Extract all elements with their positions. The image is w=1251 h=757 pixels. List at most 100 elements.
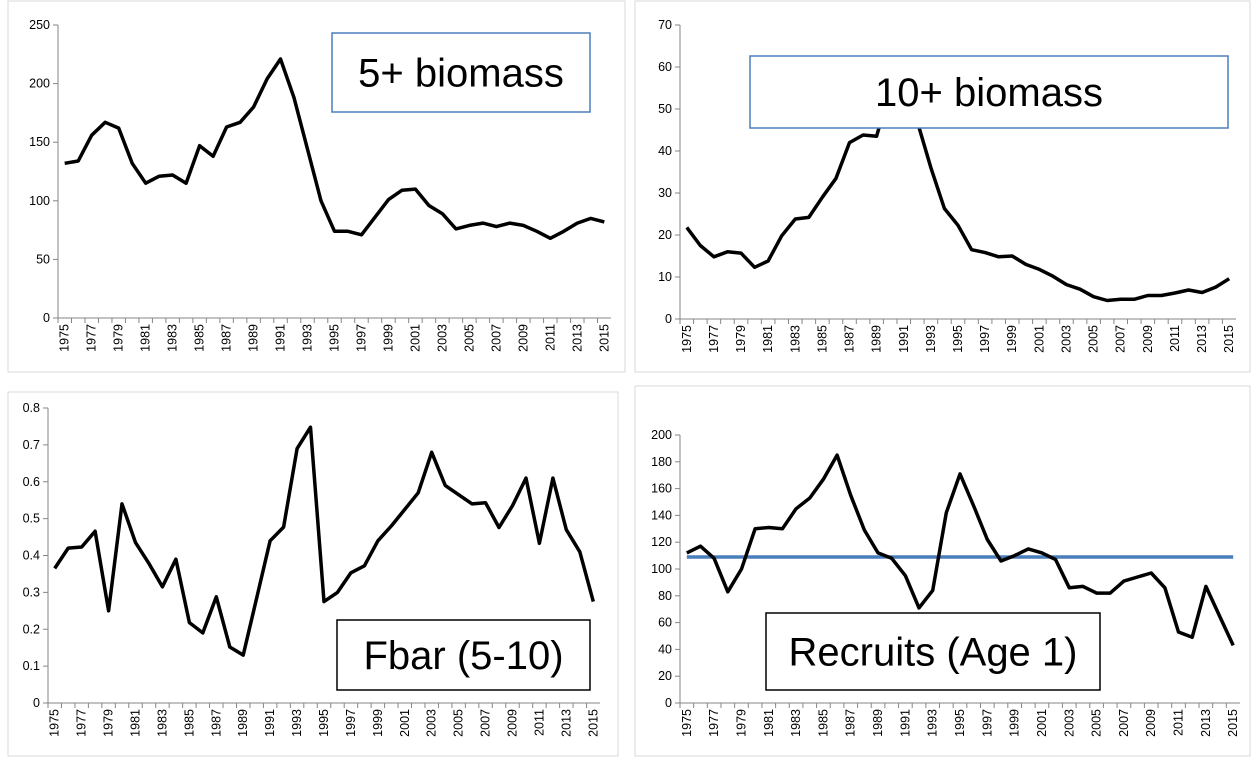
annotation: Fbar (5-10) xyxy=(363,634,563,678)
y-tick-label: 0.4 xyxy=(23,549,40,563)
y-tick-label: 0.8 xyxy=(23,401,40,415)
y-tick-label: 20 xyxy=(658,669,672,683)
x-tick-label: 1987 xyxy=(844,709,858,737)
x-tick-label: 1995 xyxy=(317,709,331,737)
x-tick-label: 1975 xyxy=(58,324,72,352)
y-tick-label: 180 xyxy=(651,455,672,469)
x-tick-label: 1981 xyxy=(762,709,776,737)
x-tick-label: 2011 xyxy=(1172,709,1186,736)
y-tick-label: 60 xyxy=(658,60,672,74)
y-tick-label: 80 xyxy=(658,589,672,603)
x-tick-label: 1975 xyxy=(48,709,62,737)
panel-border xyxy=(7,0,626,373)
x-tick-label: 1985 xyxy=(816,709,830,737)
x-tick-label: 2015 xyxy=(1222,325,1236,353)
x-tick-label: 1981 xyxy=(139,324,153,352)
y-tick-label: 200 xyxy=(651,428,672,442)
x-tick-label: 2015 xyxy=(597,324,611,352)
x-tick-label: 1989 xyxy=(236,709,250,737)
x-tick-label: 1979 xyxy=(112,324,126,352)
y-tick-label: 20 xyxy=(658,228,672,242)
y-tick-label: 50 xyxy=(658,102,672,116)
x-tick-label: 1989 xyxy=(870,325,884,353)
annotation-box xyxy=(749,55,1229,129)
x-tick-label: 1997 xyxy=(344,709,358,737)
y-tick-label: 0.3 xyxy=(23,585,40,599)
y-tick-label: 160 xyxy=(651,482,672,496)
y-tick-label: 40 xyxy=(658,144,672,158)
y-tick-label: 0.6 xyxy=(23,475,40,489)
x-tick-label: 1993 xyxy=(926,709,940,737)
x-tick-label: 2005 xyxy=(452,709,466,737)
y-tick-label: 0 xyxy=(43,311,50,325)
y-tick-label: 50 xyxy=(36,252,50,266)
x-tick-label: 2001 xyxy=(1032,325,1046,353)
x-tick-label: 1977 xyxy=(707,709,721,737)
x-tick-label: 2013 xyxy=(559,709,573,737)
y-tick-label: 250 xyxy=(29,18,50,32)
x-tick-label: 1985 xyxy=(193,324,207,352)
y-tick-label: 0 xyxy=(665,312,672,326)
x-tick-label: 1983 xyxy=(788,325,802,353)
y-tick-label: 150 xyxy=(29,135,50,149)
x-tick-label: 2015 xyxy=(1226,709,1240,737)
y-tick-label: 120 xyxy=(651,535,672,549)
panel-border xyxy=(7,391,619,757)
y-tick-label: 0 xyxy=(665,696,672,710)
y-tick-label: 100 xyxy=(29,194,50,208)
x-tick-label: 2001 xyxy=(1035,709,1049,737)
x-tick-label: 2011 xyxy=(1168,325,1182,352)
y-tick-label: 70 xyxy=(658,18,672,32)
y-tick-label: 0.7 xyxy=(23,438,40,452)
x-tick-label: 1979 xyxy=(734,325,748,353)
x-tick-label: 1993 xyxy=(301,324,315,352)
x-tick-label: 1999 xyxy=(1005,325,1019,353)
x-tick-label: 1999 xyxy=(371,709,385,737)
x-tick-label: 1997 xyxy=(980,709,994,737)
x-tick-label: 1975 xyxy=(680,709,694,737)
x-tick-label: 1993 xyxy=(924,325,938,353)
panel-border xyxy=(634,0,1251,373)
x-tick-label: 2013 xyxy=(1199,709,1213,737)
x-tick-label: 2003 xyxy=(1059,325,1073,353)
x-tick-label: 1985 xyxy=(182,709,196,737)
x-tick-label: 2005 xyxy=(462,324,476,352)
x-tick-label: 2005 xyxy=(1087,325,1101,353)
x-tick-label: 2013 xyxy=(1195,325,1209,353)
annotation-box xyxy=(331,32,591,113)
x-tick-label: 1997 xyxy=(354,324,368,352)
x-tick-label: 1993 xyxy=(290,709,304,737)
x-tick-label: 2009 xyxy=(516,324,530,352)
x-tick-label: 1997 xyxy=(978,325,992,353)
x-tick-label: 1977 xyxy=(75,709,89,737)
x-tick-label: 2009 xyxy=(1144,709,1158,737)
y-tick-label: 200 xyxy=(29,77,50,91)
x-tick-label: 2009 xyxy=(505,709,519,737)
y-tick-label: 0.2 xyxy=(23,622,40,636)
y-tick-label: 0.1 xyxy=(23,659,40,673)
x-tick-label: 1983 xyxy=(789,709,803,737)
x-tick-label: 2011 xyxy=(532,709,546,736)
x-tick-label: 1987 xyxy=(220,324,234,352)
y-tick-label: 0.5 xyxy=(23,512,40,526)
data-line xyxy=(685,56,1231,303)
y-tick-label: 100 xyxy=(651,562,672,576)
y-tick-label: 30 xyxy=(658,186,672,200)
annotation: 5+ biomass xyxy=(358,52,564,96)
x-tick-label: 2015 xyxy=(586,709,600,737)
y-tick-label: 140 xyxy=(651,508,672,522)
x-tick-label: 1991 xyxy=(898,709,912,737)
annotation: 10+ biomass xyxy=(875,71,1103,115)
x-tick-label: 1977 xyxy=(85,324,99,352)
panel-border xyxy=(634,385,1251,757)
x-tick-label: 2013 xyxy=(570,324,584,352)
x-tick-label: 2007 xyxy=(489,324,503,352)
annotation: Recruits (Age 1) xyxy=(789,631,1078,675)
x-tick-label: 2011 xyxy=(543,324,557,351)
x-tick-label: 2001 xyxy=(398,709,412,737)
data-line xyxy=(53,425,595,657)
y-tick-label: 0 xyxy=(33,696,40,710)
x-tick-label: 1991 xyxy=(274,324,288,352)
x-tick-label: 2007 xyxy=(479,709,493,737)
